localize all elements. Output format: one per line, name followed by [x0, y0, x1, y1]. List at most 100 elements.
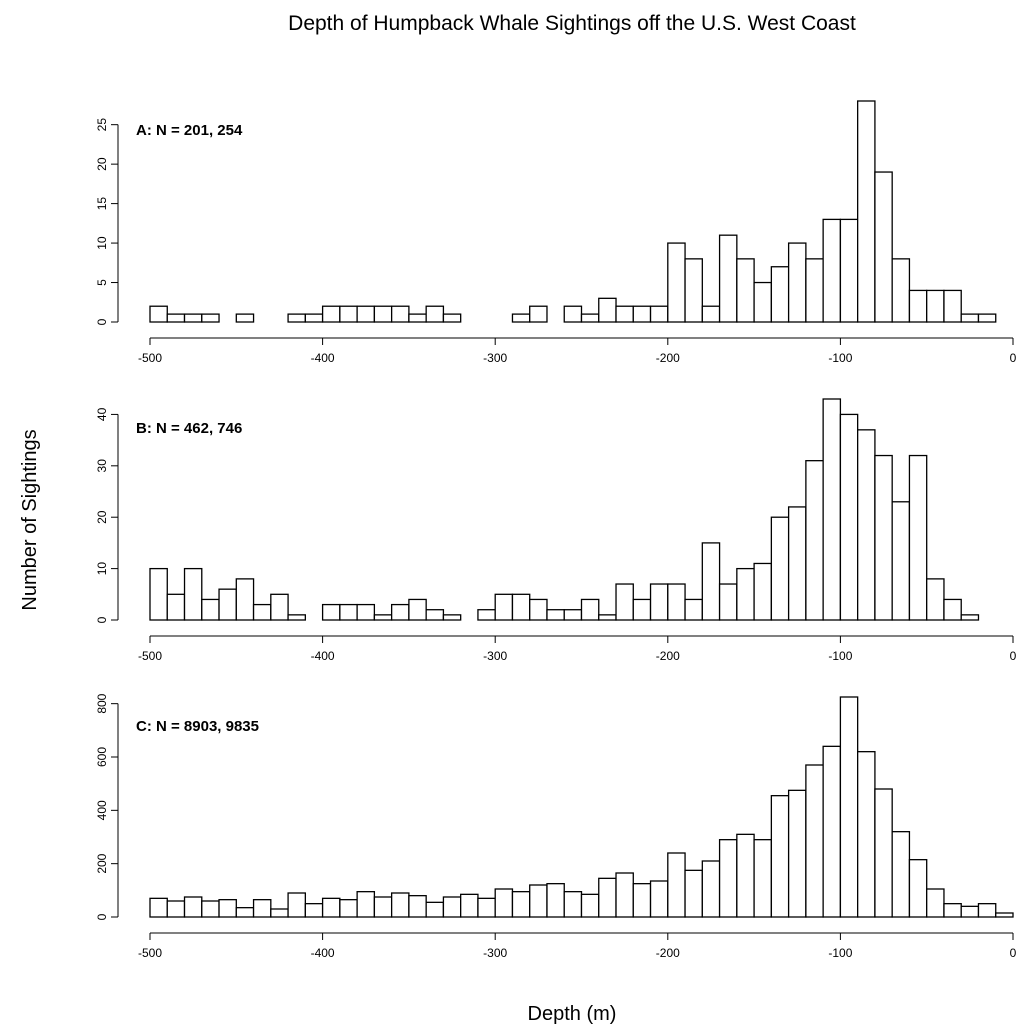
histogram-bar-a-14 [373, 305, 393, 323]
histogram-bar-c-26 [580, 893, 600, 918]
histogram-bar-c-45 [908, 859, 928, 918]
histogram-bar-c-36 [753, 839, 773, 918]
x-tick-label-b: 0 [1010, 649, 1016, 663]
y-tick-label-c: 200 [95, 853, 109, 873]
histogram-bar-a-11 [321, 305, 341, 323]
histogram-bar-c-30 [649, 880, 669, 918]
histogram-bar-a-32 [684, 258, 703, 323]
histogram-bar-b-18 [442, 614, 462, 621]
histogram-bar-b-40 [822, 398, 842, 621]
histogram-bar-b-9 [287, 614, 306, 621]
histogram-bar-a-27 [598, 297, 617, 323]
histogram-bar-c-17 [425, 901, 445, 918]
histogram-bar-b-41 [839, 413, 859, 621]
x-tick-label-b: -400 [311, 649, 335, 663]
x-tick-label-b: -200 [656, 649, 680, 663]
histogram-bar-b-28 [615, 583, 634, 621]
histogram-bar-a-38 [787, 242, 807, 323]
panel-annotation-b: B: N = 462, 746 [136, 420, 242, 437]
histogram-bar-a-35 [736, 258, 755, 323]
x-tick-label-c: -400 [311, 946, 335, 960]
histogram-bar-a-13 [356, 305, 376, 323]
histogram-bar-c-31 [667, 852, 686, 918]
figure-title: Depth of Humpback Whale Sightings off th… [288, 12, 856, 35]
histogram-bar-b-2 [166, 593, 186, 621]
histogram-bar-a-30 [649, 305, 669, 323]
panel-c: -500 -400 -300 -200 -100 0 0 200 400 600 800 C: N =… [95, 693, 1016, 960]
y-tick-label-a: 25 [95, 118, 109, 132]
histogram-bar-b-27 [598, 614, 617, 621]
x-tick-label-c: -500 [138, 946, 162, 960]
histogram-bar-a-4 [201, 313, 220, 323]
histogram-bar-c-38 [787, 789, 807, 918]
y-tick-label-c: 600 [95, 747, 109, 767]
histogram-bar-c-14 [373, 896, 393, 918]
histogram-bar-b-1 [149, 567, 168, 621]
histogram-bar-b-32 [684, 598, 703, 621]
histogram-bar-b-31 [667, 583, 686, 621]
histogram-bar-c-18 [442, 896, 462, 918]
histogram-bar-a-39 [805, 258, 824, 323]
histogram-bar-a-26 [580, 313, 600, 323]
histogram-bar-a-31 [667, 242, 686, 323]
histogram-bar-c-29 [632, 883, 652, 918]
y-tick-label-b: 40 [95, 407, 109, 421]
histogram-bar-b-20 [477, 609, 496, 621]
x-tick-label-a: -500 [138, 351, 162, 365]
histogram-bar-a-2 [166, 313, 186, 323]
panel-a: -500 -400 -300 -200 -100 0 0 5 10 15 20 25 A: N = 20… [95, 100, 1016, 365]
histogram-bar-c-23 [529, 884, 548, 918]
histogram-bar-c-3 [183, 896, 203, 918]
histogram-bar-b-38 [787, 506, 807, 621]
histogram-bar-a-28 [615, 305, 634, 323]
histogram-bar-c-13 [356, 891, 376, 918]
histogram-bar-b-3 [183, 567, 203, 621]
x-tick-label-a: 0 [1010, 351, 1016, 365]
x-tick-label-c: -300 [483, 946, 507, 960]
histogram-bar-b-42 [857, 429, 876, 621]
x-tick-label-b: -300 [483, 649, 507, 663]
x-tick-label-b: -100 [828, 649, 852, 663]
histogram-bar-b-12 [339, 603, 358, 621]
histogram-bar-b-34 [718, 583, 738, 621]
histogram-bar-c-8 [270, 908, 289, 918]
histogram-bar-a-6 [235, 313, 255, 323]
y-tick-label-a: 5 [95, 279, 109, 286]
x-tick-label-a: -300 [483, 351, 507, 365]
histogram-bar-b-26 [580, 598, 600, 621]
histogram-bar-c-12 [339, 899, 358, 918]
histogram-bar-a-47 [943, 289, 962, 323]
histogram-bar-b-4 [201, 598, 220, 621]
histogram-bar-c-25 [563, 891, 583, 918]
histogram-bar-b-24 [546, 609, 565, 621]
histogram-bar-c-27 [598, 877, 617, 918]
histogram-bar-a-25 [563, 305, 583, 323]
panel-annotation-a: A: N = 201, 254 [136, 122, 243, 139]
y-tick-label-a: 10 [95, 236, 109, 250]
histogram-bar-b-8 [270, 593, 289, 621]
histogram-bar-c-37 [770, 795, 790, 918]
histogram-bar-b-21 [494, 593, 514, 621]
histogram-bar-a-45 [908, 289, 928, 323]
histogram-bar-c-28 [615, 872, 634, 918]
histogram-bar-c-40 [822, 745, 842, 918]
histogram-bar-c-39 [805, 764, 824, 918]
histogram-bar-a-41 [839, 218, 859, 323]
histogram-bar-a-9 [287, 313, 306, 323]
histogram-bar-a-16 [408, 313, 427, 323]
histogram-bar-a-17 [425, 305, 445, 323]
histogram-bar-c-32 [684, 869, 703, 918]
panel-b: -500 -400 -300 -200 -100 0 0 10 20 30 40 B: N = 462… [95, 398, 1016, 663]
histogram-bar-a-49 [977, 313, 997, 323]
histogram-bar-c-48 [960, 905, 980, 918]
histogram-bar-b-22 [511, 593, 531, 621]
y-axis-label: Number of Sightings [19, 429, 41, 610]
histogram-bar-b-48 [960, 614, 980, 621]
histogram-bar-c-21 [494, 888, 514, 918]
histogram-bar-a-12 [339, 305, 358, 323]
y-tick-label-a: 20 [95, 157, 109, 171]
histogram-bar-c-15 [390, 892, 410, 918]
histogram-bar-a-3 [183, 313, 203, 323]
panel-annotation-c: C: N = 8903, 9835 [136, 718, 259, 735]
